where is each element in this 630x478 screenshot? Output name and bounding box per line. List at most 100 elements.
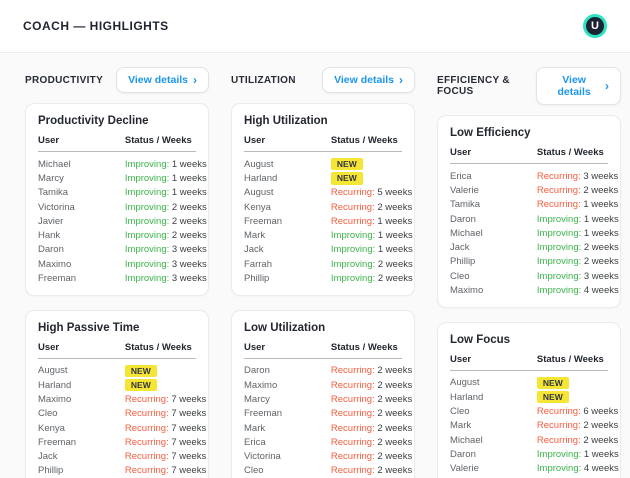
new-badge: NEW [330, 157, 363, 171]
weeks-value: 1 weeks [169, 158, 207, 170]
user-column-header: User [450, 147, 472, 158]
user-name: Michael [38, 158, 71, 170]
view-details-button-productivity[interactable]: View details › [116, 67, 209, 93]
weeks-value: 1 weeks [581, 213, 619, 225]
table-row: Cleo Recurring: 7 weeks [38, 407, 206, 421]
page-title: COACH — HIGHLIGHTS [23, 19, 169, 33]
status-column-header: Status / Weeks [536, 147, 604, 158]
user-name: Cleo [450, 405, 470, 417]
status-label: Recurring: [536, 420, 581, 432]
user-name: Farrah [244, 258, 272, 270]
user-avatar[interactable]: U [583, 14, 607, 38]
user-name: Daron [450, 213, 476, 225]
view-details-label: View details [557, 74, 591, 98]
table-row: Erica Recurring: 2 weeks [244, 435, 412, 449]
user-name: Freeman [38, 273, 77, 285]
status-label: Improving: [124, 215, 170, 227]
status-cell: Improving: 3 weeks [124, 258, 207, 270]
new-badge: NEW [536, 376, 569, 390]
table-row: Maximo Recurring: 2 weeks [244, 378, 412, 392]
card-low-efficiency: Low Efficiency User Status / Weeks Erica Rec… [437, 115, 621, 308]
weeks-value: 7 weeks [168, 436, 207, 448]
card-title: Low Efficiency [450, 127, 531, 139]
weeks-value: 3 weeks [169, 258, 207, 270]
card-low-utilization: Low Utilization User Status / Weeks Daron Re… [231, 309, 415, 478]
user-name: Marcy [244, 393, 270, 405]
user-name: Mark [244, 230, 266, 242]
weeks-value: 2 weeks [580, 434, 619, 446]
status-cell: Recurring: 7 weeks [125, 465, 206, 476]
status-cell: Improving: 2 weeks [125, 202, 207, 213]
weeks-value: 2 weeks [169, 230, 207, 242]
status-label: Improving: [536, 227, 582, 239]
weeks-value: 2 weeks [169, 215, 207, 227]
status-cell: Improving: 2 weeks [331, 273, 413, 284]
column-label: EFFICIENCY & FOCUS [437, 75, 510, 97]
status-column-header: Status / Weeks [330, 341, 398, 353]
table-row: Phillip Recurring: 7 weeks [38, 464, 206, 478]
status-cell: Recurring: 2 weeks [331, 408, 412, 419]
chevron-right-icon: › [193, 73, 197, 87]
status-cell: Improving: 3 weeks [537, 271, 619, 282]
weeks-value: 2 weeks [169, 201, 207, 213]
user-name: Phillip [38, 465, 64, 477]
view-details-button-utilization[interactable]: View details › [322, 67, 415, 93]
status-label: Improving: [330, 244, 376, 256]
status-cell: Improving: 4 weeks [536, 463, 619, 475]
table-body: Daron Recurring: 2 weeks Maximo Recurring: … [244, 359, 412, 478]
table-header-row: User Status / Weeks [244, 342, 402, 359]
table-row: Mark Recurring: 2 weeks [450, 419, 618, 433]
user-name: Valerie [450, 463, 479, 475]
table-body: Michael Improving: 1 weeks Marcy Improving:… [38, 152, 207, 286]
status-cell: Recurring: 5 weeks [331, 187, 412, 198]
status-cell: NEW [330, 172, 402, 185]
user-name: Hank [38, 230, 61, 242]
status-label: Recurring: [536, 170, 581, 182]
status-cell: NEW [536, 390, 608, 404]
status-label: Improving: [124, 258, 170, 270]
status-cell: Recurring: 2 weeks [331, 465, 412, 476]
table-row: Maximo Recurring: 7 weeks [38, 392, 206, 406]
status-label: Improving: [536, 242, 582, 254]
status-cell: Improving: 2 weeks [124, 215, 207, 227]
status-label: Improving: [536, 463, 582, 475]
status-cell: Improving: 2 weeks [125, 230, 207, 241]
status-cell: Improving: 1 weeks [537, 214, 619, 225]
user-name: Valerie [450, 184, 479, 196]
weeks-value: 2 weeks [374, 451, 413, 463]
status-label: Recurring: [536, 405, 581, 417]
table-row: Kenya Recurring: 7 weeks [38, 421, 206, 435]
weeks-value: 1 weeks [375, 230, 413, 242]
view-details-button-efficiency-focus[interactable]: View details › [536, 67, 621, 105]
table-row: Kenya Recurring: 2 weeks [244, 200, 412, 214]
status-label: Improving: [124, 187, 170, 199]
table-row: Daron Improving: 1 weeks [450, 447, 619, 461]
user-name: Erica [244, 436, 266, 448]
table-header-row: User Status / Weeks [244, 135, 402, 152]
status-cell: Recurring: 7 weeks [125, 394, 206, 405]
status-cell: Recurring: 2 weeks [331, 380, 412, 391]
table-row: Victorina Recurring: 2 weeks [244, 449, 412, 463]
chevron-right-icon: › [605, 79, 609, 93]
status-label: Recurring: [330, 422, 375, 434]
column-label: UTILIZATION [231, 74, 296, 86]
card-high-passive-time: High Passive Time User Status / Weeks Augus… [25, 309, 209, 478]
status-label: Improving: [330, 258, 376, 270]
user-column-header: User [244, 341, 266, 353]
status-column-header: Status / Weeks [536, 353, 604, 365]
weeks-value: 7 weeks [168, 422, 207, 434]
status-cell: Improving: 2 weeks [330, 258, 413, 270]
view-details-label: View details [128, 74, 188, 86]
user-name: Marcy [38, 172, 64, 184]
status-label: Improving: [124, 244, 170, 256]
status-cell: Recurring: 2 weeks [330, 422, 412, 434]
user-name: Michael [450, 227, 483, 239]
status-cell: Recurring: 2 weeks [536, 420, 618, 432]
user-name: Freeman [38, 436, 77, 448]
column-label: PRODUCTIVITY [25, 74, 104, 86]
status-label: Recurring: [330, 215, 375, 227]
user-name: Maximo [450, 285, 484, 297]
table-row: Freeman Recurring: 7 weeks [38, 435, 206, 449]
status-label: Recurring: [536, 199, 581, 211]
status-label: Recurring: [124, 408, 169, 420]
